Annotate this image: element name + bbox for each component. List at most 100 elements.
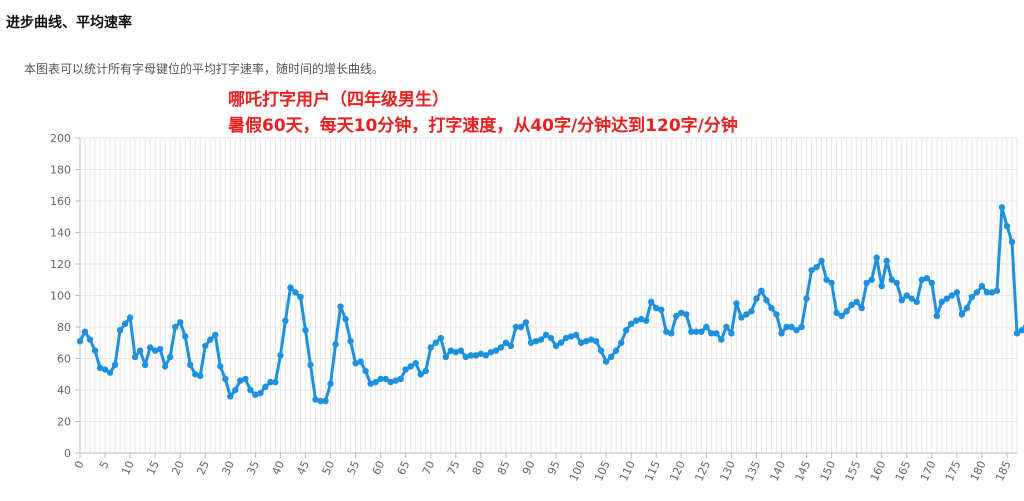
data-point (297, 293, 304, 301)
data-point (908, 295, 915, 302)
data-point (658, 306, 665, 313)
data-point (823, 276, 830, 283)
x-tick-label: 55 (345, 459, 363, 477)
data-point (417, 371, 424, 378)
data-point (562, 334, 570, 342)
data-point (272, 378, 279, 386)
data-point (648, 298, 655, 305)
data-point (522, 319, 530, 326)
data-point (192, 371, 199, 378)
x-tick-label: 180 (968, 459, 989, 484)
data-point (377, 375, 384, 383)
data-point (432, 339, 439, 346)
data-point (602, 358, 610, 365)
x-tick-label: 90 (520, 459, 538, 477)
data-point (76, 337, 84, 345)
data-point (222, 375, 229, 383)
data-point (482, 352, 490, 359)
data-point (828, 279, 835, 287)
data-point (678, 309, 685, 317)
data-point (848, 301, 855, 309)
data-point (382, 375, 389, 383)
data-point (182, 333, 189, 340)
data-point (733, 300, 740, 307)
x-tick-label: 130 (717, 459, 738, 484)
data-point (728, 330, 735, 337)
x-tick-label: 115 (642, 459, 663, 484)
data-point (637, 315, 645, 323)
data-point (252, 391, 259, 398)
data-point (527, 339, 535, 346)
x-tick-label: 80 (470, 459, 488, 477)
data-point (106, 369, 114, 376)
data-point (357, 358, 364, 365)
data-point (943, 295, 951, 302)
data-point (607, 353, 615, 361)
data-point (277, 352, 284, 359)
data-point (617, 339, 625, 346)
data-point (81, 328, 89, 335)
x-tick-label: 110 (617, 459, 638, 484)
annotation-user: 哪吒打字用户（四年级男生） (228, 90, 449, 110)
y-tick-label: 200 (50, 132, 71, 145)
chart-description: 本图表可以统计所有字母键位的平均打字速率，随时间的增长曲线。 (24, 62, 385, 76)
data-point (232, 386, 239, 394)
data-point (242, 375, 249, 383)
data-point (292, 289, 299, 296)
data-point (492, 347, 500, 354)
data-point (487, 349, 495, 356)
x-tick-label: 65 (395, 459, 413, 477)
data-point (643, 317, 650, 324)
data-point (542, 331, 550, 339)
data-point (773, 311, 780, 318)
data-point (913, 298, 920, 305)
data-point (537, 336, 545, 343)
data-point (803, 295, 810, 302)
data-point (262, 383, 269, 391)
x-tick-label: 60 (370, 459, 388, 477)
data-point (813, 263, 820, 271)
x-tick-label: 15 (144, 459, 162, 477)
data-point (287, 284, 294, 291)
data-point (347, 337, 354, 345)
data-point (227, 393, 234, 400)
x-tick-label: 100 (567, 459, 588, 484)
data-point (953, 289, 961, 296)
data-point (808, 267, 815, 274)
data-point (763, 297, 770, 304)
x-tick-label: 150 (818, 459, 839, 484)
data-point (582, 337, 590, 345)
data-point (177, 319, 184, 326)
data-point (427, 344, 434, 351)
data-point (507, 342, 515, 350)
data-point (758, 287, 765, 294)
y-tick-label: 40 (57, 384, 71, 397)
data-point (372, 378, 379, 386)
x-tick-label: 20 (169, 459, 187, 477)
x-tick-label: 30 (219, 459, 237, 477)
data-point (532, 337, 540, 345)
data-point (472, 352, 480, 359)
data-point (793, 326, 800, 334)
data-point (873, 254, 880, 261)
data-point (437, 334, 444, 342)
data-point (452, 349, 460, 356)
data-point (442, 353, 449, 361)
data-point (267, 378, 274, 386)
data-point (447, 347, 454, 354)
data-point (622, 326, 630, 334)
data-point (111, 361, 119, 368)
data-point (512, 323, 520, 331)
y-tick-label: 180 (50, 164, 71, 177)
data-point (948, 292, 956, 299)
data-point (938, 298, 946, 305)
data-point (653, 304, 660, 312)
y-tick-label: 160 (50, 195, 71, 208)
data-point (683, 311, 690, 318)
data-point (141, 361, 149, 368)
y-tick-label: 60 (57, 353, 71, 366)
data-point (237, 377, 244, 384)
data-point (668, 330, 675, 337)
x-tick-label: 140 (768, 459, 789, 484)
